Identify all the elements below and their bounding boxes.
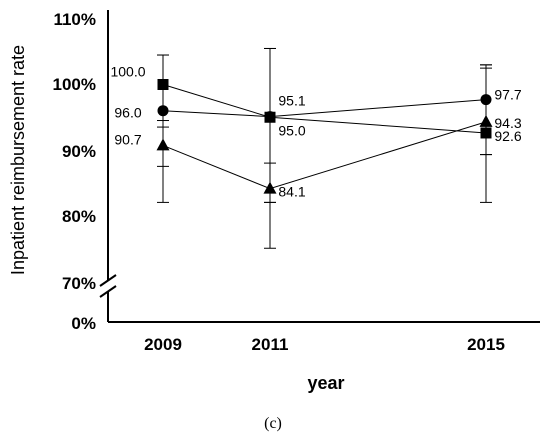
x-tick-label-2011: 2011: [252, 335, 289, 354]
plot-area: 100.0 95.0 92.6 96.0 95.1 97.7 90.7 84.1 94.3: [110, 47, 522, 249]
axis-break-mark-2: [99, 285, 117, 298]
x-axis-title: year: [307, 373, 344, 393]
y-tick-label-100: 100%: [53, 75, 96, 94]
x-tick-labels: 2009 2011 2015: [144, 335, 505, 354]
data-label-triangle-2015: 94.3: [494, 115, 521, 131]
y-tick-label-90: 90%: [62, 142, 96, 161]
series-line-circle: [162, 99, 487, 118]
y-tick-label-80: 80%: [62, 207, 96, 226]
marker-square-2015: [480, 127, 492, 139]
data-label-circle-2015: 97.7: [494, 87, 521, 103]
x-tick-label-2009: 2009: [144, 335, 182, 354]
y-tick-label-110: 110%: [53, 10, 96, 29]
data-label-square-2009: 100.0: [110, 64, 145, 80]
series-line-triangle: [162, 121, 487, 190]
data-label-circle-2011: 95.1: [278, 93, 305, 109]
data-label-square-2015: 92.6: [494, 128, 521, 144]
figure-caption: (c): [264, 415, 282, 432]
y-axis-title: Inpatient reimbursement rate: [8, 45, 28, 275]
y-tick-label-0: 0%: [71, 314, 96, 333]
axes: [99, 10, 540, 323]
axis-break-mark-1: [99, 274, 117, 287]
series-line-square: [162, 84, 487, 134]
data-label-circle-2009: 96.0: [114, 105, 141, 121]
marker-square-2009: [157, 79, 169, 90]
marker-circle-2015: [480, 94, 492, 106]
y-tick-label-70: 70%: [62, 274, 96, 293]
marker-triangle-2009: [156, 138, 170, 151]
data-label-triangle-2011: 84.1: [278, 184, 305, 200]
x-tick-label-2015: 2015: [467, 335, 505, 354]
marker-circle-2011: [264, 111, 276, 123]
marker-triangle-2015: [479, 114, 493, 127]
data-label-square-2011: 95.0: [278, 122, 305, 138]
marker-circle-2009: [157, 105, 169, 117]
marker-triangle-2011: [263, 181, 277, 194]
data-label-triangle-2009: 90.7: [114, 131, 141, 147]
y-tick-labels: 110% 100% 90% 80% 70% 0%: [53, 10, 96, 333]
